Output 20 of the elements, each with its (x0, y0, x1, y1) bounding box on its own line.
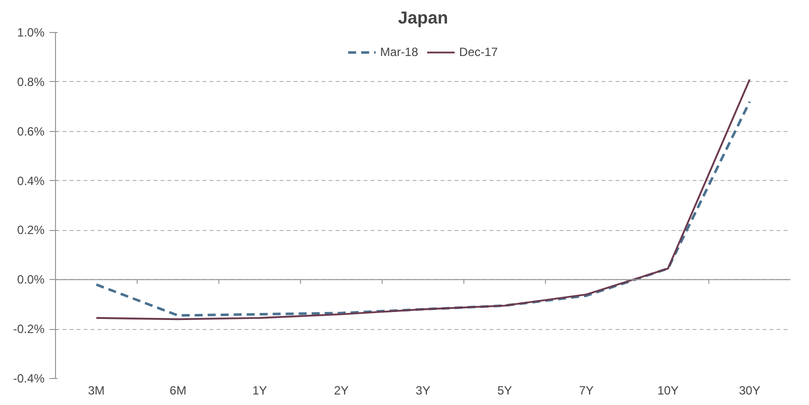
y-tick-label: -0.2% (13, 322, 45, 336)
chart-title: Japan (398, 8, 448, 28)
x-tick-label: 2Y (334, 384, 349, 398)
y-tick-label: 0.8% (17, 74, 45, 89)
x-tick-label: 3Y (416, 384, 430, 398)
legend-label: Mar-18 (380, 45, 418, 59)
x-tick-label: 3M (88, 384, 105, 398)
x-tick-label: 5Y (497, 384, 512, 398)
x-tick-label: 30Y (738, 384, 760, 398)
y-tick-label: 0.0% (17, 272, 45, 287)
y-tick-label: 0.4% (17, 174, 45, 188)
y-tick-label: -0.4% (13, 372, 45, 386)
x-tick-label: 10Y (657, 384, 679, 398)
x-tick-label: 7Y (578, 384, 594, 398)
y-tick-label: 1.0% (17, 26, 45, 40)
legend-label: Dec-17 (459, 45, 498, 59)
y-tick-label: 0.6% (17, 124, 45, 138)
x-tick-label: 6M (170, 384, 186, 398)
x-tick-label: 1Y (252, 384, 268, 398)
y-tick-label: 0.2% (17, 223, 45, 238)
